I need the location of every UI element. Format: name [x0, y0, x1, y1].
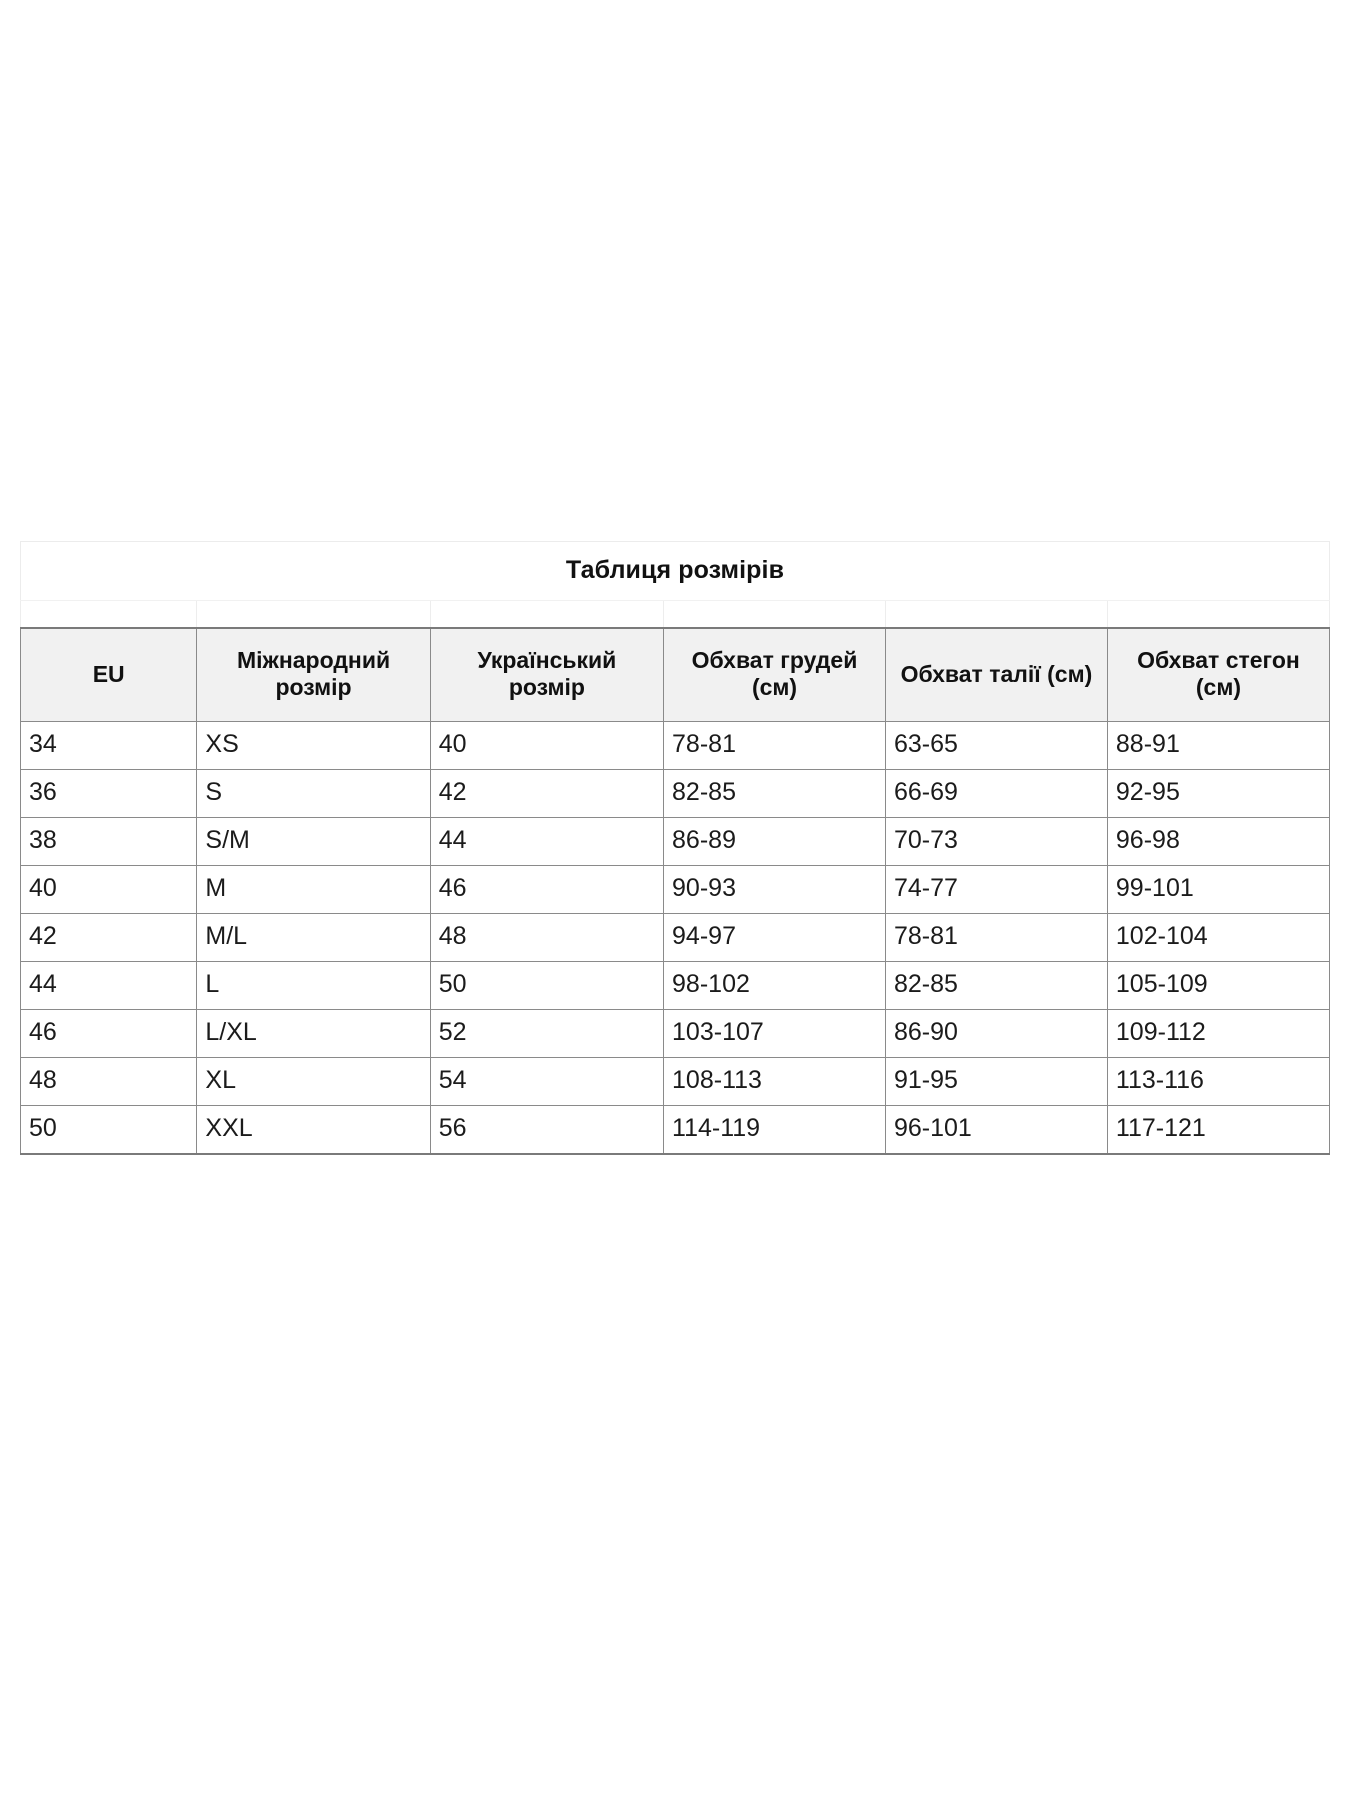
cell-international-size: XS	[196, 721, 431, 770]
size-chart-container: Таблиця розмірів EU Міжнародний розмір У…	[19, 541, 1331, 1155]
cell-hip: 88-91	[1106, 721, 1331, 770]
cell-international-size: M/L	[196, 913, 431, 962]
spacer-cell	[429, 600, 665, 628]
cell-international-size: S	[196, 769, 431, 818]
table-row: 46 L/XL 52 103-107 86-90 109-112	[19, 1009, 1331, 1058]
spacer-cell	[884, 600, 1108, 628]
column-header-eu: EU	[19, 627, 198, 722]
cell-chest: 108-113	[663, 1057, 886, 1106]
size-chart-body: Таблиця розмірів EU Міжнародний розмір У…	[19, 541, 1331, 1155]
cell-chest: 82-85	[663, 769, 886, 818]
cell-chest: 90-93	[663, 865, 886, 914]
spacer-cell	[196, 600, 431, 628]
cell-ukrainian-size: 46	[429, 865, 665, 914]
cell-international-size: M	[196, 865, 431, 914]
column-header-ukrainian-size: Український розмір	[429, 627, 665, 722]
cell-ukrainian-size: 52	[429, 1009, 665, 1058]
cell-waist: 82-85	[884, 961, 1108, 1010]
table-row: 38 S/M 44 86-89 70-73 96-98	[19, 817, 1331, 866]
table-row: 42 M/L 48 94-97 78-81 102-104	[19, 913, 1331, 962]
cell-chest: 94-97	[663, 913, 886, 962]
cell-waist: 70-73	[884, 817, 1108, 866]
column-header-waist: Обхват талії (см)	[884, 627, 1108, 722]
cell-international-size: XL	[196, 1057, 431, 1106]
cell-chest: 86-89	[663, 817, 886, 866]
table-header-row: EU Міжнародний розмір Український розмір…	[19, 627, 1331, 722]
cell-waist: 91-95	[884, 1057, 1108, 1106]
cell-hip: 109-112	[1106, 1009, 1331, 1058]
table-row: 40 M 46 90-93 74-77 99-101	[19, 865, 1331, 914]
cell-waist: 66-69	[884, 769, 1108, 818]
cell-chest: 78-81	[663, 721, 886, 770]
size-chart-table: Таблиця розмірів EU Міжнародний розмір У…	[19, 541, 1331, 1155]
table-title-row: Таблиця розмірів	[20, 541, 1330, 601]
table-title: Таблиця розмірів	[20, 541, 1330, 601]
cell-eu: 44	[19, 961, 198, 1010]
column-header-international-size: Міжнародний розмір	[196, 627, 431, 722]
cell-ukrainian-size: 42	[429, 769, 665, 818]
spacer-cell	[1106, 600, 1331, 628]
table-row: 48 XL 54 108-113 91-95 113-116	[19, 1057, 1331, 1106]
table-spacer-row	[19, 600, 1331, 628]
cell-ukrainian-size: 54	[429, 1057, 665, 1106]
cell-eu: 42	[19, 913, 198, 962]
cell-ukrainian-size: 56	[429, 1105, 665, 1155]
cell-hip: 105-109	[1106, 961, 1331, 1010]
cell-hip: 99-101	[1106, 865, 1331, 914]
cell-international-size: S/M	[196, 817, 431, 866]
cell-hip: 113-116	[1106, 1057, 1331, 1106]
cell-waist: 74-77	[884, 865, 1108, 914]
cell-ukrainian-size: 40	[429, 721, 665, 770]
cell-hip: 102-104	[1106, 913, 1331, 962]
cell-eu: 34	[19, 721, 198, 770]
cell-ukrainian-size: 44	[429, 817, 665, 866]
cell-eu: 38	[19, 817, 198, 866]
cell-eu: 36	[19, 769, 198, 818]
cell-eu: 46	[19, 1009, 198, 1058]
cell-international-size: L	[196, 961, 431, 1010]
cell-ukrainian-size: 48	[429, 913, 665, 962]
table-row: 34 XS 40 78-81 63-65 88-91	[19, 721, 1331, 770]
cell-eu: 40	[19, 865, 198, 914]
cell-waist: 86-90	[884, 1009, 1108, 1058]
cell-hip: 92-95	[1106, 769, 1331, 818]
column-header-chest: Обхват грудей (см)	[663, 627, 886, 722]
cell-waist: 63-65	[884, 721, 1108, 770]
spacer-cell	[663, 600, 886, 628]
cell-waist: 96-101	[884, 1105, 1108, 1155]
cell-chest: 103-107	[663, 1009, 886, 1058]
cell-chest: 114-119	[663, 1105, 886, 1155]
column-header-hip: Обхват стегон (см)	[1106, 627, 1331, 722]
table-row: 36 S 42 82-85 66-69 92-95	[19, 769, 1331, 818]
cell-ukrainian-size: 50	[429, 961, 665, 1010]
cell-eu: 48	[19, 1057, 198, 1106]
table-row: 44 L 50 98-102 82-85 105-109	[19, 961, 1331, 1010]
cell-hip: 96-98	[1106, 817, 1331, 866]
cell-eu: 50	[19, 1105, 198, 1155]
cell-hip: 117-121	[1106, 1105, 1331, 1155]
cell-waist: 78-81	[884, 913, 1108, 962]
cell-international-size: L/XL	[196, 1009, 431, 1058]
cell-chest: 98-102	[663, 961, 886, 1010]
table-row: 50 XXL 56 114-119 96-101 117-121	[19, 1105, 1331, 1155]
cell-international-size: XXL	[196, 1105, 431, 1155]
spacer-cell	[19, 600, 198, 628]
